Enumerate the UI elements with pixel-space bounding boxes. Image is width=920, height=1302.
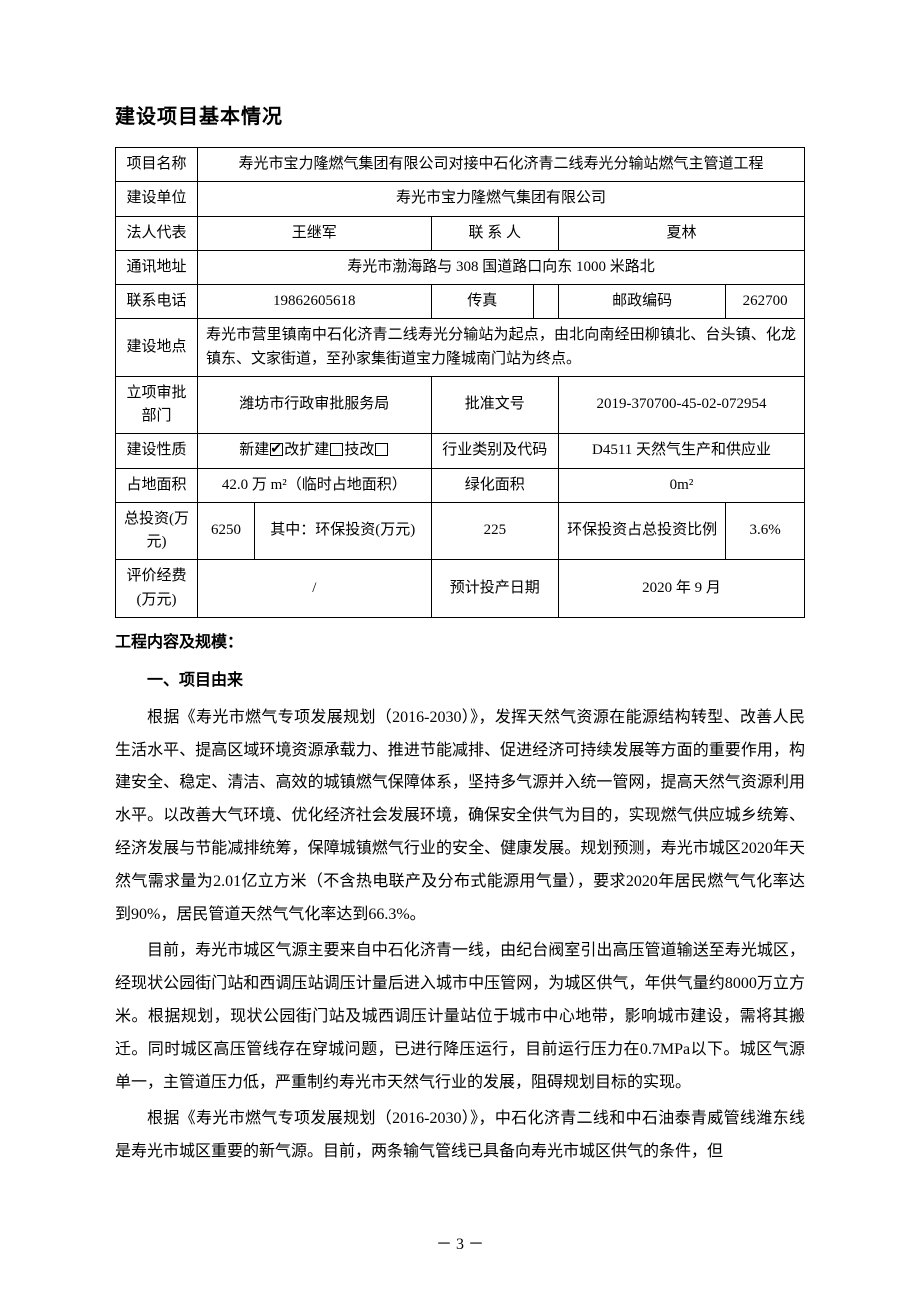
value-address: 寿光市渤海路与 308 国道路口向东 1000 米路北 (198, 250, 805, 284)
basic-info-table: 项目名称 寿光市宝力隆燃气集团有限公司对接中石化济青二线寿光分输站燃气主管道工程… (115, 147, 805, 618)
value-postcode: 262700 (726, 285, 805, 319)
label-land-area: 占地面积 (116, 468, 198, 502)
page-number: － 3 － (0, 1230, 920, 1254)
page-title: 建设项目基本情况 (115, 100, 805, 129)
value-phone: 19862605618 (198, 285, 432, 319)
label-legal-rep: 法人代表 (116, 216, 198, 250)
label-nature: 建设性质 (116, 434, 198, 468)
label-green-area: 绿化面积 (431, 468, 558, 502)
label-env-ratio: 环保投资占总投资比例 (559, 502, 726, 560)
paragraph-3: 根据《寿光市燃气专项发展规划（2016-2030）》，中石化济青二线和中石油泰青… (115, 1103, 805, 1169)
label-address: 通讯地址 (116, 250, 198, 284)
label-phone: 联系电话 (116, 285, 198, 319)
checkbox-expand-icon (330, 443, 343, 456)
value-eval-fee: / (198, 560, 432, 618)
label-total-invest: 总投资(万元) (116, 502, 198, 560)
label-fax: 传真 (431, 285, 533, 319)
label-industry: 行业类别及代码 (431, 434, 558, 468)
value-approval-no: 2019-370700-45-02-072954 (559, 376, 805, 434)
value-nature: 新建改扩建技改 (198, 434, 432, 468)
value-approval-dept: 潍坊市行政审批服务局 (198, 376, 432, 434)
value-land-area: 42.0 万 m²（临时占地面积） (198, 468, 432, 502)
value-env-ratio: 3.6% (726, 502, 805, 560)
value-location: 寿光市营里镇南中石化济青二线寿光分输站为起点，由北向南经田柳镇北、台头镇、化龙镇… (198, 319, 805, 377)
value-contact: 夏林 (559, 216, 805, 250)
paragraph-1: 根据《寿光市燃气专项发展规划（2016-2030）》，发挥天然气资源在能源结构转… (115, 702, 805, 932)
value-fax (533, 285, 558, 319)
nature-new: 新建 (239, 442, 269, 458)
label-unit: 建设单位 (116, 182, 198, 216)
checkbox-tech-icon (375, 443, 388, 456)
label-project-name: 项目名称 (116, 148, 198, 182)
value-industry: D4511 天然气生产和供应业 (559, 434, 805, 468)
label-contact: 联 系 人 (431, 216, 558, 250)
value-prod-date: 2020 年 9 月 (559, 560, 805, 618)
nature-tech: 技改 (344, 442, 374, 458)
sub-heading: 一、项目由来 (115, 666, 805, 690)
nature-expand: 改扩建 (284, 442, 329, 458)
value-legal-rep: 王继军 (198, 216, 432, 250)
value-unit: 寿光市宝力隆燃气集团有限公司 (198, 182, 805, 216)
label-approval-dept: 立项审批部门 (116, 376, 198, 434)
label-prod-date: 预计投产日期 (431, 560, 558, 618)
paragraph-2: 目前，寿光市城区气源主要来自中石化济青一线，由纪台阀室引出高压管道输送至寿光城区… (115, 935, 805, 1099)
section-title: 工程内容及规模： (115, 628, 805, 652)
label-location: 建设地点 (116, 319, 198, 377)
label-approval-no: 批准文号 (431, 376, 558, 434)
value-project-name: 寿光市宝力隆燃气集团有限公司对接中石化济青二线寿光分输站燃气主管道工程 (198, 148, 805, 182)
label-postcode: 邮政编码 (559, 285, 726, 319)
label-env-invest: 其中：环保投资(万元) (254, 502, 431, 560)
label-eval-fee: 评价经费(万元) (116, 560, 198, 618)
value-env-invest: 225 (431, 502, 558, 560)
checkbox-new-icon (270, 443, 283, 456)
value-green-area: 0m² (559, 468, 805, 502)
value-total-invest: 6250 (198, 502, 255, 560)
